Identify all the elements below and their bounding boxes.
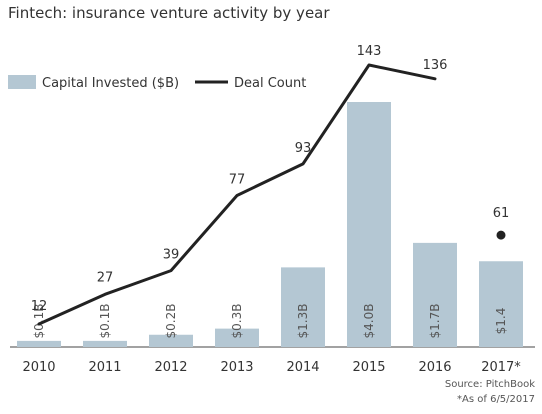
- bar-2010: [17, 340, 61, 347]
- deal-count-label: 77: [229, 172, 246, 187]
- x-tick-label: 2015: [352, 360, 385, 375]
- deal-count-label: 61: [493, 206, 510, 221]
- bar-2015: [347, 102, 391, 347]
- deal-count-label: 143: [357, 44, 382, 59]
- bar-value-label: $1.3B: [296, 304, 310, 339]
- bar-value-label: $4.0B: [362, 304, 376, 339]
- deal-count-label: 39: [163, 248, 180, 263]
- bar-2016: [413, 242, 457, 347]
- bar-2013: [215, 328, 259, 347]
- deal-count-line: [37, 63, 437, 326]
- footnote: *As of 6/5/2017: [457, 394, 535, 405]
- deal-count-point-2017: [496, 230, 506, 240]
- ticks-layer: 2010 2011 2012 2013 2014 2015 2016 2017*: [22, 360, 521, 375]
- bar-value-label: $1.7B: [428, 304, 442, 339]
- x-tick-label: 2014: [286, 360, 319, 375]
- legend-bar-label: Capital Invested ($B): [42, 76, 179, 91]
- x-tick-label: 2016: [418, 360, 451, 375]
- legend-line-label: Deal Count: [234, 76, 306, 91]
- bars-layer: $0.1B $0.1B $0.2B $0.3B $1.3B $4.0B $1.7B $1.4: [17, 102, 523, 347]
- x-tick-label: 2011: [88, 360, 121, 375]
- bar-2012: [149, 334, 193, 347]
- bar-2011: [83, 340, 127, 347]
- x-tick-label: 2012: [154, 360, 187, 375]
- bar-2014: [281, 267, 325, 347]
- bar-value-label: $0.1B: [32, 304, 46, 339]
- chart-title: Fintech: insurance venture activity by y…: [8, 4, 330, 22]
- x-tick-label: 2010: [22, 360, 55, 375]
- bar-2017: [479, 261, 523, 347]
- bar-value-label: $0.2B: [164, 304, 178, 339]
- deal-count-label: 93: [295, 141, 312, 156]
- x-tick-label: 2013: [220, 360, 253, 375]
- line-layer: 12 27 39 77 93 143 136 61: [31, 44, 510, 326]
- deal-count-label: 136: [423, 58, 448, 73]
- bar-value-label: $0.1B: [98, 304, 112, 339]
- legend-bar-swatch: [8, 75, 36, 89]
- bar-value-label: $0.3B: [230, 304, 244, 339]
- deal-count-label: 27: [97, 270, 114, 285]
- x-tick-label: 2017*: [481, 360, 521, 375]
- deal-count-label: 12: [31, 299, 48, 314]
- source-note: Source: PitchBook: [445, 379, 535, 390]
- bar-value-label: $1.4: [494, 308, 508, 335]
